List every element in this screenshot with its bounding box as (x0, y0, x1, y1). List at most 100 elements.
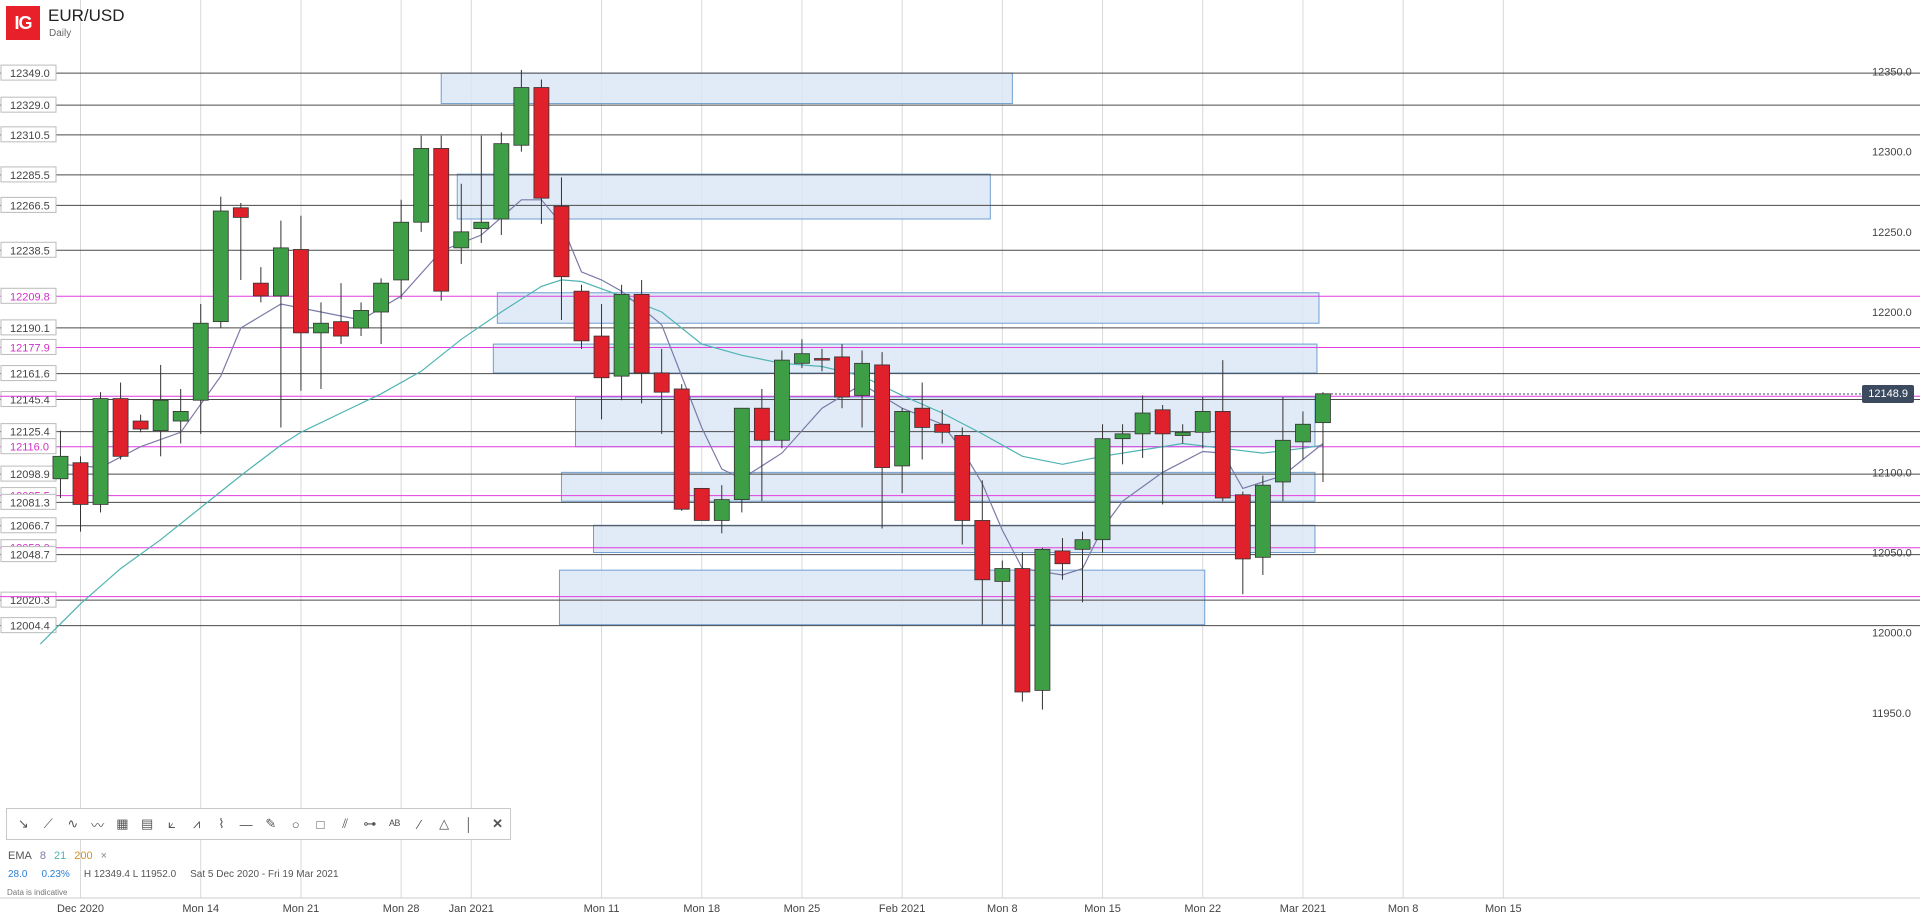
date-tick-label: Mon 15 (1084, 903, 1121, 915)
level-label-box (0, 338, 57, 355)
candle-body (994, 568, 1011, 582)
level-label-box (0, 617, 57, 634)
ema-period-200: 200 (74, 850, 93, 862)
pitchfork-tool-icon[interactable]: ⩘ (192, 816, 201, 831)
date-tick-label: Feb 2021 (879, 903, 925, 915)
ruler-icon[interactable]: ✎ (265, 816, 277, 831)
candle-body (272, 247, 289, 297)
horizontal-line-icon[interactable]: — (239, 816, 253, 832)
price-axis (1572, 0, 1920, 898)
level-label: 12329.0 (10, 100, 50, 112)
candle-body (633, 293, 650, 374)
candle-body (493, 143, 510, 220)
price-tick-label: 12050.0 (1872, 548, 1912, 560)
elliott-tool-icon[interactable]: ⌇ (218, 816, 225, 831)
ema-8-line (60, 199, 1324, 576)
candle-body (413, 148, 430, 223)
level-label: 12098.9 (10, 469, 50, 481)
level-label-box (0, 96, 57, 113)
candle-body (1194, 411, 1211, 433)
candle-body (834, 356, 850, 398)
candle-body (1034, 548, 1051, 691)
date-tick-label: Mon 8 (1388, 903, 1419, 915)
level-label-box (0, 546, 57, 563)
support-resistance-zone (593, 524, 1316, 554)
level-label-box (0, 64, 57, 81)
level-label: 12048.7 (10, 550, 50, 562)
candle-body (1094, 438, 1111, 541)
indicator-name[interactable]: EMA (8, 850, 32, 862)
candle-body (693, 487, 710, 521)
wave-tool-icon[interactable]: 〰 (91, 817, 105, 833)
candle-body (854, 362, 870, 396)
date-tick-label: Jan 2021 (449, 903, 494, 915)
ema-period-21: 21 (53, 850, 67, 862)
candle-body (373, 282, 390, 313)
close-icon[interactable]: ✕ (492, 816, 504, 831)
support-resistance-zone (492, 343, 1318, 374)
candle-body (1254, 484, 1271, 558)
level-label-box (0, 391, 57, 408)
candle-body (353, 310, 369, 329)
date-tick-label: Mon 15 (1485, 903, 1522, 915)
date-tick-label: Mon 25 (784, 903, 821, 915)
candle-body (52, 455, 69, 480)
date-tick-label: Mon 28 (383, 903, 420, 915)
level-label: 12190.1 (10, 323, 50, 335)
text-tool-icon[interactable]: ᴬᴮ (388, 816, 401, 832)
candle-body (573, 290, 590, 342)
level-label-box (0, 438, 57, 455)
timeframe-label: Daily (49, 28, 72, 39)
candle-body (874, 364, 890, 468)
ray-tool-icon[interactable]: ⟋ (43, 816, 53, 831)
level-label: 12238.5 (10, 245, 50, 257)
level-label: 12161.6 (10, 369, 50, 381)
remove-indicator-button[interactable]: × (100, 850, 108, 862)
candle-body (934, 423, 951, 433)
fan-tool-icon[interactable]: ⟀ (167, 816, 176, 831)
candle-body (1214, 411, 1231, 499)
candle-body (92, 398, 109, 505)
level-label: 12266.5 (10, 200, 50, 212)
zigzag-tool-icon[interactable]: ∿ (67, 816, 79, 831)
candle-body (733, 407, 750, 501)
measure-icon[interactable]: ⊶ (363, 816, 377, 831)
candle-body (1074, 539, 1091, 550)
level-label-box (0, 287, 57, 304)
trend-line-icon[interactable]: ∕ (418, 816, 421, 832)
date-tick-label: Mar 2021 (1280, 903, 1326, 915)
parallel-channel-icon[interactable]: ⫽ (342, 816, 349, 831)
level-label-box (0, 493, 57, 510)
candle-body (1134, 412, 1151, 435)
triangle-icon[interactable]: △ (439, 816, 450, 831)
level-label: 12285.5 (10, 170, 50, 182)
fib-extension-icon[interactable]: ▤ (140, 816, 154, 831)
rectangle-icon[interactable]: □ (316, 816, 325, 832)
ig-logo: IG (6, 6, 40, 40)
instrument-title: EUR/USD (48, 6, 125, 25)
support-resistance-zone (558, 569, 1206, 626)
vertical-line-icon[interactable]: │ (464, 816, 473, 832)
fibonacci-tool-icon[interactable]: ▦ (116, 816, 129, 831)
level-label: 12310.5 (10, 130, 50, 142)
current-price-badge: 12148.9 (1862, 384, 1914, 403)
level-label: 12004.4 (10, 621, 50, 633)
candle-body (192, 322, 209, 401)
candle-body (433, 148, 450, 292)
candle-body (1114, 433, 1131, 440)
level-label: 12066.7 (10, 521, 50, 533)
candle-body (132, 420, 149, 430)
candle-body (1275, 439, 1291, 483)
candle-body (774, 359, 790, 441)
price-tick-label: 12100.0 (1872, 467, 1912, 479)
level-label-box (0, 241, 57, 258)
arrow-tool-icon[interactable]: ↘ (17, 816, 29, 831)
circle-icon[interactable]: ○ (291, 816, 300, 832)
candle-body (1054, 550, 1071, 565)
level-label-box (0, 319, 57, 336)
candle-body (653, 372, 670, 393)
candle-body (1014, 568, 1031, 693)
price-stats: 28.0 0.23% H 12349.4 L 11952.0 Sat 5 Dec… (8, 869, 339, 880)
candle-body (152, 399, 169, 432)
